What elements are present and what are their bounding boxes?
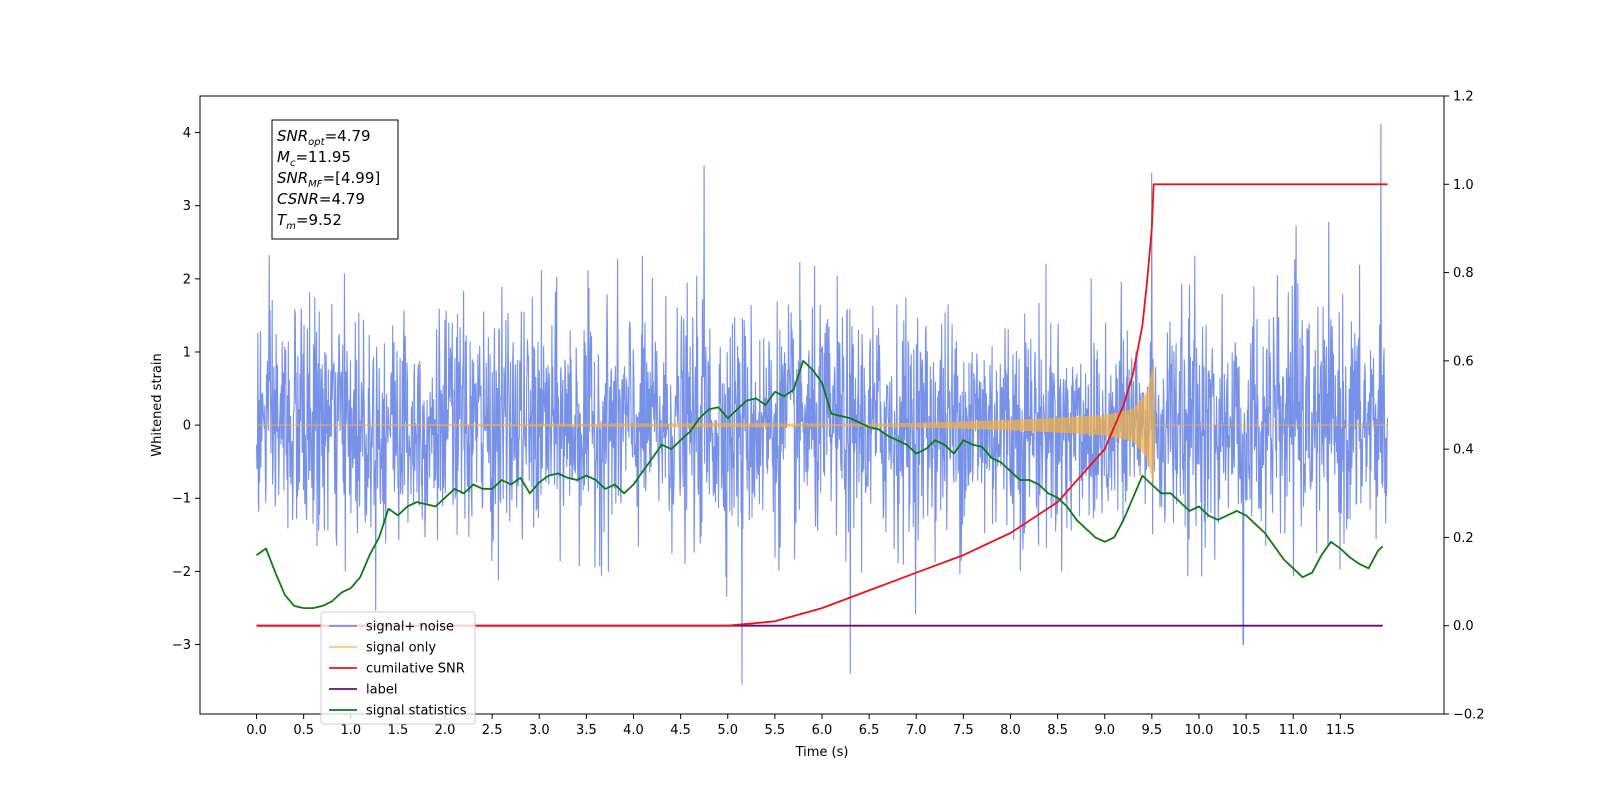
y-left-tick-label: 0 [183,419,191,434]
x-tick-label: 1.5 [388,723,409,738]
y-right-tick-label: 0.2 [1453,531,1474,546]
info-value: =4.79 [325,127,371,145]
x-axis-label: Time (s) [795,745,849,760]
plot-data-layer [255,123,1389,685]
legend-label: label [366,683,397,698]
x-tick-label: 7.5 [953,723,974,738]
axes-layer: 0.0 0.5 1.0 1.5 2.0 2.5 3.0 3.5 4.0 4.5 5.0 5.5 6.0 6… [150,90,1485,761]
info-line: Mc=11.95 [277,148,351,169]
info-line: SNRopt=4.79 [277,127,371,148]
x-tick-label: 6.0 [812,723,833,738]
x-tick-label: 11.5 [1326,723,1355,738]
y-left-tick-label: 2 [183,272,191,287]
y-right-tick-label: 0.8 [1453,266,1474,281]
y-axis-label: Whitened strain [150,353,165,456]
x-tick-label: 5.5 [765,723,786,738]
x-tick-label: 10.0 [1184,723,1213,738]
info-symbol: CSNR [277,190,319,208]
info-subscript: m [286,221,296,232]
y-right-tick-label: 0.4 [1453,443,1474,458]
y-left-tick-label: −1 [172,492,191,507]
x-tick-label: 11.0 [1279,723,1308,738]
info-value: =[4.99] [323,169,381,187]
y-left-tick-label: −3 [172,638,191,653]
x-tick-label: 3.0 [529,723,550,738]
x-tick-label: 9.5 [1142,723,1163,738]
y-right-tick-label: 1.0 [1453,178,1474,193]
info-subscript: opt [308,137,325,148]
series-cumulative-snr [256,183,1388,627]
info-value: =9.52 [296,211,342,229]
y-left-tick-label: 1 [183,345,191,360]
info-box-frame [271,119,399,240]
y-right-tick-label: 0.0 [1453,619,1474,634]
y-right-tick-label: −0.2 [1453,708,1485,723]
info-symbol: SNR [277,127,308,145]
x-tick-label: 8.0 [1000,723,1021,738]
x-tick-label: 0.0 [246,723,267,738]
legend: signal+ noise signal only cumilative SNR la… [320,611,476,725]
x-tick-label: 9.0 [1094,723,1115,738]
x-tick-label: 1.0 [340,723,361,738]
legend-label: signal+ noise [366,620,454,635]
y-left-tick-label: 4 [183,126,191,141]
x-tick-label: 2.0 [435,723,456,738]
x-tick-label: 2.5 [482,723,503,738]
y-left-tick-label: 3 [183,199,191,214]
legend-frame [320,611,476,725]
info-subscript: c [290,158,296,169]
info-line: CSNR=4.79 [277,190,365,208]
info-subscript: MF [308,179,323,190]
x-tick-label: 5.0 [717,723,738,738]
series-signal-noise [255,123,1389,685]
x-tick-label: 3.5 [576,723,597,738]
x-tick-label: 4.0 [623,723,644,738]
x-tick-label: 8.5 [1047,723,1068,738]
info-value: =4.79 [319,190,365,208]
x-tick-label: 0.5 [293,723,314,738]
x-tick-label: 4.5 [670,723,691,738]
info-line: SNRMF=[4.99] [277,169,380,190]
y-right-tick-label: 0.6 [1453,354,1474,369]
info-symbol: SNR [277,169,308,187]
legend-label: cumilative SNR [366,662,465,677]
x-tick-label: 6.5 [859,723,880,738]
legend-label: signal only [366,641,436,656]
x-tick-label: 7.0 [906,723,927,738]
series-signal-only [256,365,1388,484]
info-value: =11.95 [295,148,351,166]
info-symbol: T [277,211,288,229]
y-left-tick-label: −2 [172,565,191,580]
series-signal-statistics [255,360,1384,609]
info-symbol: M [277,148,290,166]
info-box: SNRopt=4.79Mc=11.95SNRMF=[4.99]CSNR=4.79… [271,119,399,240]
x-tick-label: 10.5 [1232,723,1261,738]
info-line: Tm=9.52 [277,211,342,232]
legend-label: signal statistics [366,704,467,719]
y-right-tick-label: 1.2 [1453,90,1474,105]
